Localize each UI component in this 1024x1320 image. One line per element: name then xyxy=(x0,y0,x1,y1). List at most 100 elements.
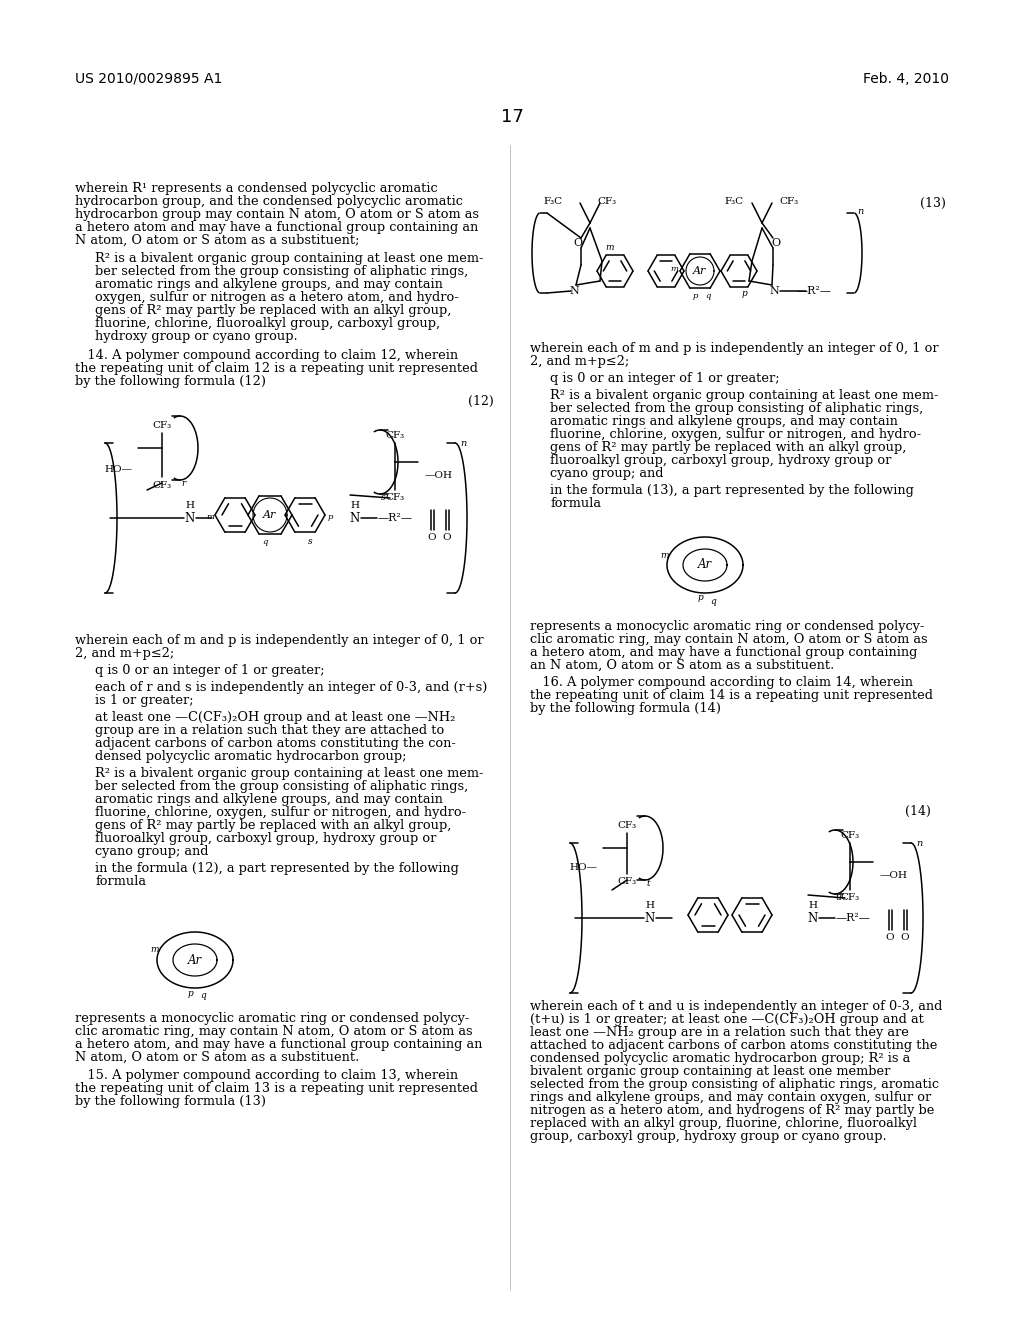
Text: 17: 17 xyxy=(501,108,523,125)
Text: N atom, O atom or S atom as a substituent;: N atom, O atom or S atom as a substituen… xyxy=(75,234,359,247)
Text: CF₃: CF₃ xyxy=(617,878,637,887)
Text: aromatic rings and alkylene groups, and may contain: aromatic rings and alkylene groups, and … xyxy=(95,793,442,807)
Text: p: p xyxy=(741,289,746,298)
Text: Feb. 4, 2010: Feb. 4, 2010 xyxy=(863,73,949,86)
Text: gens of R² may partly be replaced with an alkyl group,: gens of R² may partly be replaced with a… xyxy=(95,304,452,317)
Text: r: r xyxy=(181,479,185,487)
Text: O: O xyxy=(573,238,583,248)
Text: CF₃: CF₃ xyxy=(841,894,859,903)
Text: the repeating unit of claim 14 is a repeating unit represented: the repeating unit of claim 14 is a repe… xyxy=(530,689,933,702)
Text: clic aromatic ring, may contain N atom, O atom or S atom as: clic aromatic ring, may contain N atom, … xyxy=(530,634,928,645)
Text: u: u xyxy=(836,894,841,903)
Text: q: q xyxy=(706,292,711,300)
Text: N atom, O atom or S atom as a substituent.: N atom, O atom or S atom as a substituen… xyxy=(75,1051,359,1064)
Text: Ar: Ar xyxy=(698,558,712,572)
Text: rings and alkylene groups, and may contain oxygen, sulfur or: rings and alkylene groups, and may conta… xyxy=(530,1092,931,1104)
Text: group are in a relation such that they are attached to: group are in a relation such that they a… xyxy=(95,723,444,737)
Text: (t+u) is 1 or greater; at least one —C(CF₃)₂OH group and at: (t+u) is 1 or greater; at least one —C(C… xyxy=(530,1012,924,1026)
Text: N: N xyxy=(808,912,818,924)
Text: condensed polycyclic aromatic hydrocarbon group; R² is a: condensed polycyclic aromatic hydrocarbo… xyxy=(530,1052,910,1065)
Text: least one —NH₂ group are in a relation such that they are: least one —NH₂ group are in a relation s… xyxy=(530,1026,909,1039)
Text: R² is a bivalent organic group containing at least one mem-: R² is a bivalent organic group containin… xyxy=(95,767,483,780)
Text: —R²—: —R²— xyxy=(378,513,413,523)
Text: 2, and m+p≤2;: 2, and m+p≤2; xyxy=(75,647,174,660)
Text: O: O xyxy=(901,933,909,942)
Text: by the following formula (12): by the following formula (12) xyxy=(75,375,266,388)
Text: in the formula (12), a part represented by the following: in the formula (12), a part represented … xyxy=(95,862,459,875)
Text: H: H xyxy=(809,900,817,909)
Text: at least one —C(CF₃)₂OH group and at least one —NH₂: at least one —C(CF₃)₂OH group and at lea… xyxy=(95,711,456,723)
Text: p: p xyxy=(697,594,702,602)
Text: densed polycyclic aromatic hydrocarbon group;: densed polycyclic aromatic hydrocarbon g… xyxy=(95,750,407,763)
Text: formula: formula xyxy=(95,875,146,888)
Text: US 2010/0029895 A1: US 2010/0029895 A1 xyxy=(75,73,222,86)
Text: group, carboxyl group, hydroxy group or cyano group.: group, carboxyl group, hydroxy group or … xyxy=(530,1130,887,1143)
Text: hydroxy group or cyano group.: hydroxy group or cyano group. xyxy=(95,330,298,343)
Text: a hetero atom, and may have a functional group containing: a hetero atom, and may have a functional… xyxy=(530,645,918,659)
Text: aromatic rings and alkylene groups, and may contain: aromatic rings and alkylene groups, and … xyxy=(550,414,898,428)
Text: ber selected from the group consisting of aliphatic rings,: ber selected from the group consisting o… xyxy=(95,780,468,793)
Text: CF₃: CF₃ xyxy=(385,430,404,440)
Text: t: t xyxy=(646,879,650,888)
Text: an N atom, O atom or S atom as a substituent.: an N atom, O atom or S atom as a substit… xyxy=(530,659,835,672)
Text: clic aromatic ring, may contain N atom, O atom or S atom as: clic aromatic ring, may contain N atom, … xyxy=(75,1026,473,1038)
Text: CF₃: CF₃ xyxy=(385,494,404,503)
Text: oxygen, sulfur or nitrogen as a hetero atom, and hydro-: oxygen, sulfur or nitrogen as a hetero a… xyxy=(95,290,459,304)
Text: O: O xyxy=(442,533,452,543)
Text: aromatic rings and alkylene groups, and may contain: aromatic rings and alkylene groups, and … xyxy=(95,279,442,290)
Text: wherein each of m and p is independently an integer of 0, 1 or: wherein each of m and p is independently… xyxy=(530,342,939,355)
Text: ber selected from the group consisting of aliphatic rings,: ber selected from the group consisting o… xyxy=(95,265,468,279)
Text: O: O xyxy=(771,238,780,248)
Text: fluoroalkyl group, carboxyl group, hydroxy group or: fluoroalkyl group, carboxyl group, hydro… xyxy=(95,832,436,845)
Text: q: q xyxy=(262,539,267,546)
Text: 2, and m+p≤2;: 2, and m+p≤2; xyxy=(530,355,629,368)
Text: cyano group; and: cyano group; and xyxy=(95,845,209,858)
Text: N: N xyxy=(350,511,360,524)
Text: by the following formula (13): by the following formula (13) xyxy=(75,1096,266,1107)
Text: hydrocarbon group may contain N atom, O atom or S atom as: hydrocarbon group may contain N atom, O … xyxy=(75,209,479,220)
Text: N: N xyxy=(769,286,779,296)
Text: H: H xyxy=(645,900,654,909)
Text: O: O xyxy=(886,933,894,942)
Text: CF₃: CF₃ xyxy=(617,821,637,829)
Text: m: m xyxy=(670,265,678,273)
Text: attached to adjacent carbons of carbon atoms constituting the: attached to adjacent carbons of carbon a… xyxy=(530,1039,937,1052)
Text: selected from the group consisting of aliphatic rings, aromatic: selected from the group consisting of al… xyxy=(530,1078,939,1092)
Text: represents a monocyclic aromatic ring or condensed polycy-: represents a monocyclic aromatic ring or… xyxy=(75,1012,469,1026)
Text: gens of R² may partly be replaced with an alkyl group,: gens of R² may partly be replaced with a… xyxy=(550,441,906,454)
Text: CF₃: CF₃ xyxy=(779,197,798,206)
Text: p: p xyxy=(328,513,333,521)
Text: q: q xyxy=(710,597,716,606)
Text: R² is a bivalent organic group containing at least one mem-: R² is a bivalent organic group containin… xyxy=(550,389,939,403)
Text: —R²—: —R²— xyxy=(797,286,831,296)
Text: 15. A polymer compound according to claim 13, wherein: 15. A polymer compound according to clai… xyxy=(75,1069,458,1082)
Text: —OH: —OH xyxy=(425,470,453,479)
Text: wherein R¹ represents a condensed polycyclic aromatic: wherein R¹ represents a condensed polycy… xyxy=(75,182,437,195)
Text: HO—: HO— xyxy=(104,466,132,474)
Text: formula: formula xyxy=(550,498,601,510)
Text: fluoroalkyl group, carboxyl group, hydroxy group or: fluoroalkyl group, carboxyl group, hydro… xyxy=(550,454,891,467)
Text: fluorine, chlorine, oxygen, sulfur or nitrogen, and hydro-: fluorine, chlorine, oxygen, sulfur or ni… xyxy=(95,807,466,818)
Text: HO—: HO— xyxy=(569,862,597,871)
Text: p: p xyxy=(187,989,193,998)
Text: is 1 or greater;: is 1 or greater; xyxy=(95,694,194,708)
Text: hydrocarbon group, and the condensed polycyclic aromatic: hydrocarbon group, and the condensed pol… xyxy=(75,195,463,209)
Text: CF₃: CF₃ xyxy=(597,197,616,206)
Text: —R²—: —R²— xyxy=(836,913,870,923)
Text: CF₃: CF₃ xyxy=(153,421,172,429)
Text: (12): (12) xyxy=(468,395,494,408)
Text: cyano group; and: cyano group; and xyxy=(550,467,664,480)
Text: O: O xyxy=(428,533,436,543)
Text: m: m xyxy=(660,550,670,560)
Text: q is 0 or an integer of 1 or greater;: q is 0 or an integer of 1 or greater; xyxy=(550,372,779,385)
Text: replaced with an alkyl group, fluorine, chlorine, fluoroalkyl: replaced with an alkyl group, fluorine, … xyxy=(530,1117,918,1130)
Text: (13): (13) xyxy=(920,197,946,210)
Text: Ar: Ar xyxy=(263,510,276,520)
Text: H: H xyxy=(185,500,195,510)
Text: 14. A polymer compound according to claim 12, wherein: 14. A polymer compound according to clai… xyxy=(75,348,458,362)
Text: (14): (14) xyxy=(905,805,931,818)
Text: F₃C: F₃C xyxy=(544,197,563,206)
Text: H: H xyxy=(350,500,359,510)
Text: fluorine, chlorine, oxygen, sulfur or nitrogen, and hydro-: fluorine, chlorine, oxygen, sulfur or ni… xyxy=(550,428,922,441)
Text: fluorine, chlorine, fluoroalkyl group, carboxyl group,: fluorine, chlorine, fluoroalkyl group, c… xyxy=(95,317,440,330)
